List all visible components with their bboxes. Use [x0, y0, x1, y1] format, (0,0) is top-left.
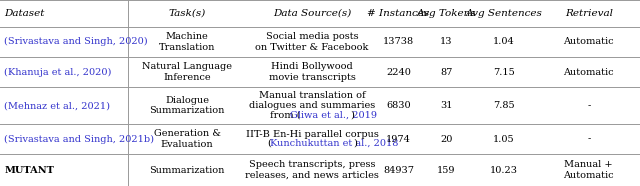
Text: 84937: 84937: [383, 166, 414, 175]
Text: 13738: 13738: [383, 37, 414, 46]
Text: 31: 31: [440, 101, 452, 110]
Text: MUTANT: MUTANT: [4, 166, 54, 175]
Text: Summarization: Summarization: [150, 166, 225, 175]
Text: 87: 87: [440, 68, 452, 77]
Text: 2240: 2240: [386, 68, 411, 77]
Text: Gliwa et al., 2019: Gliwa et al., 2019: [291, 111, 378, 120]
Text: Avg Tokens: Avg Tokens: [417, 9, 476, 18]
Text: Generation &
Evaluation: Generation & Evaluation: [154, 129, 221, 149]
Text: (Srivastava and Singh, 2020): (Srivastava and Singh, 2020): [4, 37, 148, 46]
Text: Avg Sentences: Avg Sentences: [465, 9, 543, 18]
Text: Natural Language
Inference: Natural Language Inference: [142, 62, 232, 82]
Text: 7.15: 7.15: [493, 68, 515, 77]
Text: Speech transcripts, press
releases, and news articles: Speech transcripts, press releases, and …: [245, 161, 379, 180]
Text: # Instances: # Instances: [367, 9, 429, 18]
Text: ): ): [354, 139, 358, 148]
Text: 20: 20: [440, 134, 452, 144]
Text: IIT-B En-Hi parallel corpus: IIT-B En-Hi parallel corpus: [246, 130, 378, 139]
Text: (Mehnaz et al., 2021): (Mehnaz et al., 2021): [4, 101, 111, 110]
Text: Automatic: Automatic: [563, 37, 614, 46]
Text: 10.23: 10.23: [490, 166, 518, 175]
Text: Manual translation of: Manual translation of: [259, 91, 365, 100]
Text: ): ): [350, 111, 354, 120]
Text: 159: 159: [437, 166, 456, 175]
Text: Manual +
Automatic: Manual + Automatic: [563, 161, 614, 180]
Text: -: -: [587, 134, 591, 144]
Text: 7.85: 7.85: [493, 101, 515, 110]
Text: Task(s): Task(s): [168, 9, 206, 18]
Text: (Srivastava and Singh, 2021b): (Srivastava and Singh, 2021b): [4, 134, 154, 144]
Text: -: -: [587, 101, 591, 110]
Text: Retrieval: Retrieval: [564, 9, 613, 18]
Text: Social media posts
on Twitter & Facebook: Social media posts on Twitter & Facebook: [255, 32, 369, 52]
Text: Kunchukuttan et al., 2018: Kunchukuttan et al., 2018: [271, 139, 399, 148]
Text: (Khanuja et al., 2020): (Khanuja et al., 2020): [4, 68, 112, 77]
Text: 1.04: 1.04: [493, 37, 515, 46]
Text: Data Source(s): Data Source(s): [273, 9, 351, 18]
Text: Dataset: Dataset: [4, 9, 45, 18]
Text: Dialogue
Summarization: Dialogue Summarization: [150, 96, 225, 115]
Text: Automatic: Automatic: [563, 68, 614, 77]
Text: (: (: [267, 139, 271, 148]
Text: 6830: 6830: [386, 101, 411, 110]
Text: 1.05: 1.05: [493, 134, 515, 144]
Text: 13: 13: [440, 37, 452, 46]
Text: 1974: 1974: [386, 134, 411, 144]
Text: Hindi Bollywood
movie transcripts: Hindi Bollywood movie transcripts: [269, 62, 355, 82]
Text: Machine
Translation: Machine Translation: [159, 32, 216, 52]
Text: from (: from (: [271, 111, 301, 120]
Text: dialogues and summaries: dialogues and summaries: [249, 101, 375, 110]
